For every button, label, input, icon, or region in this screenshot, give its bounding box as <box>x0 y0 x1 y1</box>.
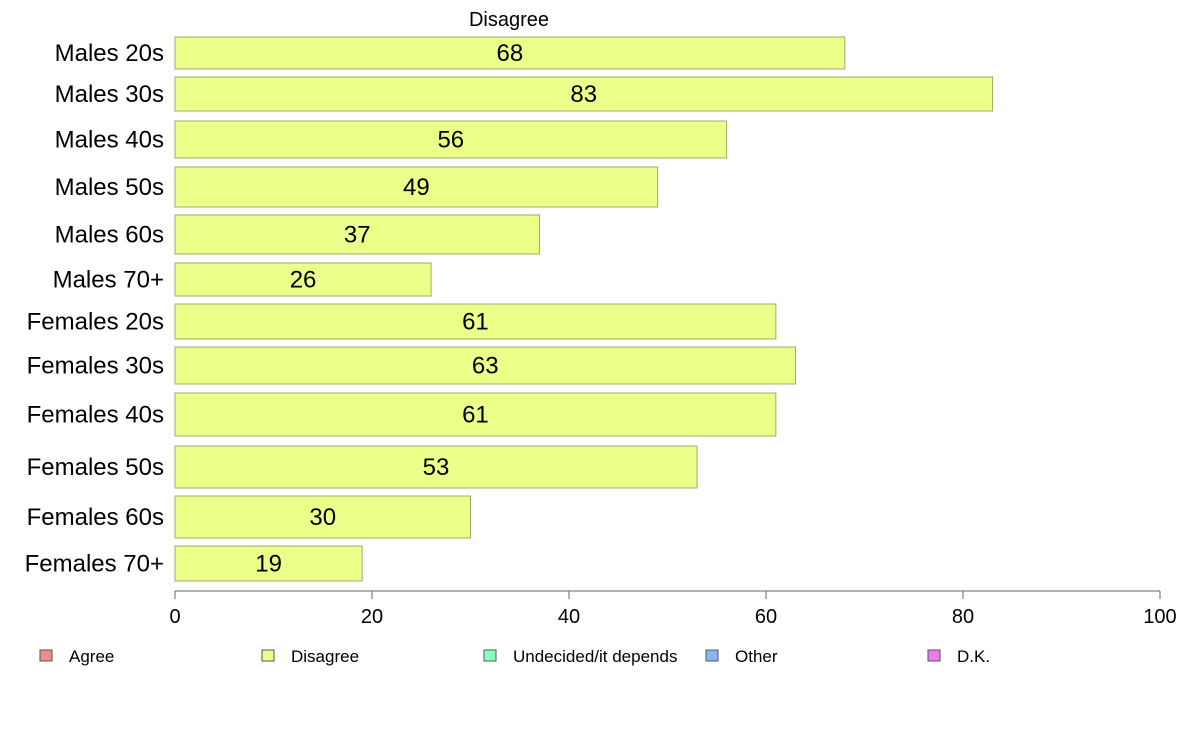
x-tick-label: 100 <box>1143 606 1176 628</box>
legend-label: D.K. <box>957 647 990 666</box>
x-axis: 0 20 40 60 80 100 <box>169 590 1177 628</box>
legend: Agree Disagree Undecided/it depends Other D.… <box>39 647 990 666</box>
bar <box>174 346 797 385</box>
data-label: 37 <box>344 222 371 249</box>
legend-swatch <box>927 649 941 662</box>
bar <box>174 76 994 112</box>
category-label: Females 70+ <box>25 551 164 578</box>
bar <box>174 214 540 255</box>
data-label: 61 <box>462 402 489 429</box>
bars-group: Males 20s 68 Males 30s 83 Males 40s 56 Males 5… <box>25 36 994 582</box>
category-label: Males 50s <box>55 174 164 201</box>
legend-swatch <box>261 649 275 662</box>
bar <box>174 36 846 70</box>
bar <box>174 120 728 159</box>
category-label: Males 60s <box>55 222 164 249</box>
category-label: Males 40s <box>55 127 164 154</box>
legend-label: Undecided/it depends <box>513 647 677 666</box>
bar <box>174 166 659 208</box>
x-tick-label: 40 <box>558 606 580 628</box>
legend-label: Other <box>735 647 778 666</box>
legend-label: Disagree <box>291 647 359 666</box>
bar <box>174 392 777 437</box>
bar <box>174 262 432 297</box>
category-label: Males 30s <box>55 81 164 108</box>
category-label: Females 50s <box>27 454 164 481</box>
category-label: Females 30s <box>27 353 164 380</box>
bar <box>174 445 698 489</box>
category-label: Females 20s <box>27 309 164 336</box>
x-tick-label: 60 <box>755 606 777 628</box>
data-label: 53 <box>423 454 450 481</box>
data-label: 30 <box>309 504 336 531</box>
x-tick-label: 0 <box>169 606 180 628</box>
data-label: 26 <box>290 267 317 294</box>
x-tick-label: 80 <box>952 606 974 628</box>
legend-label: Agree <box>69 647 114 666</box>
data-label: 68 <box>497 40 524 67</box>
data-label: 56 <box>437 127 464 154</box>
category-label: Males 70+ <box>53 267 164 294</box>
category-label: Females 60s <box>27 504 164 531</box>
bar <box>174 303 777 340</box>
legend-swatch <box>705 649 719 662</box>
data-label: 63 <box>472 353 499 380</box>
chart-title: Disagree <box>469 9 549 31</box>
category-label: Females 40s <box>27 402 164 429</box>
x-tick-label: 20 <box>361 606 383 628</box>
legend-swatch <box>483 649 497 662</box>
legend-swatch <box>39 649 53 662</box>
bar <box>174 545 363 582</box>
bar <box>174 495 471 539</box>
data-label: 49 <box>403 174 430 201</box>
data-label: 83 <box>570 81 597 108</box>
data-label: 61 <box>462 309 489 336</box>
category-label: Males 20s <box>55 40 164 67</box>
data-label: 19 <box>255 551 282 578</box>
